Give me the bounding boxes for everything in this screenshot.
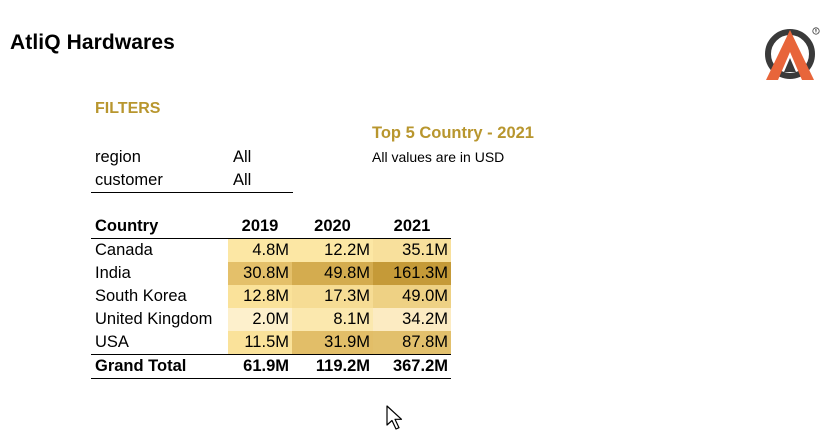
pivot-header-row: Country 2019 2020 2021: [91, 215, 451, 239]
country-cell[interactable]: South Korea: [95, 287, 187, 305]
pivot-table: Country 2019 2020 2021 Canada 4.8M 12.2M…: [91, 215, 451, 379]
table-row[interactable]: India 30.8M 49.8M 161.3M: [91, 262, 451, 285]
value-cell[interactable]: 87.8M: [373, 331, 451, 355]
mouse-pointer-icon: [386, 405, 403, 430]
country-cell[interactable]: India: [95, 264, 131, 282]
table-row[interactable]: South Korea 12.8M 17.3M 49.0M: [91, 285, 451, 308]
filter-row-customer[interactable]: customer All: [91, 169, 293, 193]
table-row[interactable]: United Kingdom 2.0M 8.1M 34.2M: [91, 308, 451, 331]
value-cell[interactable]: 161.3M: [373, 262, 451, 285]
report-title: Top 5 Country - 2021: [372, 124, 534, 142]
value-cell[interactable]: 12.2M: [292, 238, 373, 262]
value-cell[interactable]: 34.2M: [373, 308, 451, 331]
value-cell[interactable]: 35.1M: [373, 238, 451, 262]
grand-total-label[interactable]: Grand Total: [91, 354, 228, 379]
column-header-2019[interactable]: 2019: [228, 215, 292, 239]
value-cell[interactable]: 2.0M: [228, 308, 292, 331]
filter-row-region[interactable]: region All: [91, 146, 293, 169]
filter-label: customer: [91, 169, 233, 193]
grand-total-value[interactable]: 367.2M: [373, 354, 451, 379]
country-cell[interactable]: USA: [95, 333, 129, 351]
filter-value[interactable]: All: [233, 148, 252, 166]
grand-total-row[interactable]: Grand Total 61.9M 119.2M 367.2M: [91, 354, 451, 379]
grand-total-value[interactable]: 61.9M: [228, 354, 292, 379]
country-cell[interactable]: Canada: [95, 241, 153, 259]
column-header-2020[interactable]: 2020: [292, 215, 373, 239]
table-row[interactable]: Canada 4.8M 12.2M 35.1M: [91, 238, 451, 262]
company-title: AtliQ Hardwares: [10, 31, 175, 54]
value-cell[interactable]: 12.8M: [228, 285, 292, 308]
value-cell[interactable]: 49.8M: [292, 262, 373, 285]
column-header-2021[interactable]: 2021: [373, 215, 451, 239]
filter-value[interactable]: All: [233, 169, 293, 193]
column-header-country[interactable]: Country: [91, 215, 228, 239]
atliq-logo-icon: R: [765, 27, 820, 80]
country-cell[interactable]: United Kingdom: [95, 310, 213, 328]
filter-label: region: [95, 148, 141, 166]
value-cell[interactable]: 31.9M: [292, 331, 373, 355]
svg-text:R: R: [815, 29, 818, 34]
value-cell[interactable]: 17.3M: [292, 285, 373, 308]
value-cell[interactable]: 30.8M: [228, 262, 292, 285]
value-cell[interactable]: 4.8M: [228, 238, 292, 262]
filters-table: region All customer All: [91, 146, 293, 193]
grand-total-value[interactable]: 119.2M: [292, 354, 373, 379]
report-subtitle: All values are in USD: [372, 149, 505, 165]
value-cell[interactable]: 49.0M: [373, 285, 451, 308]
value-cell[interactable]: 11.5M: [228, 331, 292, 355]
filters-heading: FILTERS: [95, 100, 161, 117]
table-row[interactable]: USA 11.5M 31.9M 87.8M: [91, 331, 451, 355]
value-cell[interactable]: 8.1M: [292, 308, 373, 331]
